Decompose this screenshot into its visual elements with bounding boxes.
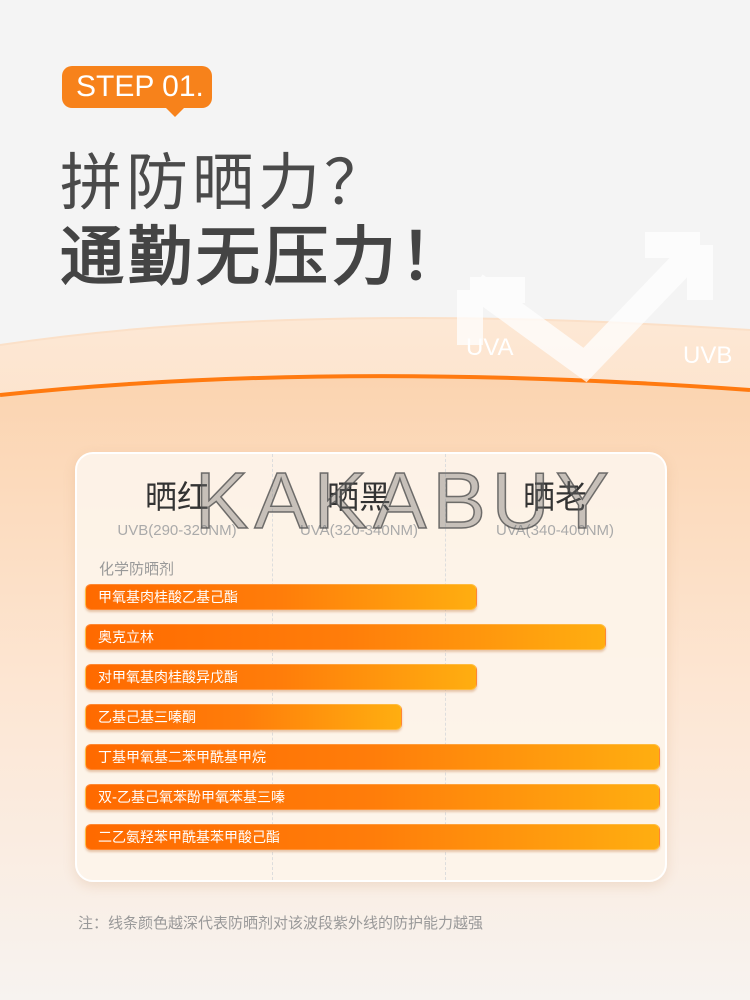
bar-2: 对甲氧基肉桂酸异戊酯	[85, 664, 478, 690]
uv-arrows-icon	[457, 232, 713, 383]
bar-5: 双-乙基己氧苯酚甲氧苯基三嗪	[85, 784, 660, 810]
band-title: 晒红	[144, 478, 209, 516]
bar-label: 甲氧基肉桂酸乙基己酯	[98, 590, 238, 606]
uvb-label: UVB	[683, 342, 733, 369]
band-range: UVA(320-340NM)	[299, 522, 419, 539]
band-title: 晒老	[522, 478, 587, 516]
bar-0: 甲氧基肉桂酸乙基己酯	[85, 584, 478, 610]
bar-3: 乙基己基三嗪酮	[85, 704, 402, 730]
band-range: UVB(290-320NM)	[117, 522, 237, 539]
band-range: UVA(340-400NM)	[495, 522, 615, 539]
bar-label: 乙基己基三嗪酮	[98, 710, 196, 726]
bar-1: 奥克立林	[85, 624, 607, 650]
band-uva-short: 晒黑 UVA(320-340NM)	[259, 472, 459, 539]
bar-label: 双-乙基己氧苯酚甲氧苯基三嗪	[98, 790, 286, 806]
bar-label: 奥克立林	[98, 630, 154, 646]
footnote: 注：线条颜色越深代表防晒剂对该波段紫外线的防护能力越强	[78, 914, 484, 932]
title-line-2: 通勤无压力！	[60, 221, 468, 295]
uva-label: UVA	[466, 334, 514, 361]
category-group-label: 化学防晒剂	[99, 560, 175, 578]
bar-6: 二乙氨羟苯甲酰基苯甲酸己酯	[85, 824, 660, 850]
bar-label: 二乙氨羟苯甲酰基苯甲酸己酯	[98, 830, 280, 846]
chart-card: 晒红 UVB(290-320NM) 晒黑 UVA(320-340NM) 晒老 UVA(…	[75, 452, 667, 882]
step-badge: STEP 01.	[62, 66, 212, 117]
bar-4: 丁基甲氧基二苯甲酰基甲烷	[85, 744, 660, 770]
band-title: 晒黑	[326, 478, 391, 516]
title-line-1: 拼防晒力？	[60, 146, 391, 219]
band-uvb: 晒红 UVB(290-320NM)	[77, 472, 277, 539]
bar-label: 对甲氧基肉桂酸异戊酯	[98, 670, 238, 686]
bar-label: 丁基甲氧基二苯甲酰基甲烷	[98, 750, 266, 766]
band-uva-long: 晒老 UVA(340-400NM)	[455, 472, 655, 539]
